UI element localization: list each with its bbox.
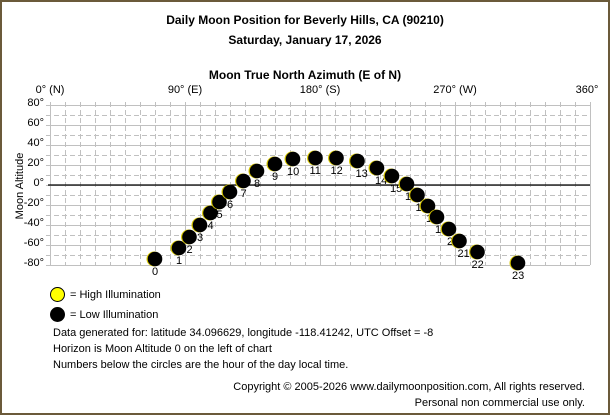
moon-position-point: 23 <box>509 255 526 282</box>
x-tick-180: 180° (S) <box>299 84 341 96</box>
moon-position-point: 13 <box>349 153 368 180</box>
moon-position-point: 0 <box>146 251 163 278</box>
x-tick-360: 360° <box>575 84 599 96</box>
moon-position-point: 12 <box>328 150 344 177</box>
note-location: Data generated for: latitude 34.096629, … <box>53 327 434 339</box>
moon-position-point: 22 <box>469 244 485 271</box>
x-tick-0: 0° (N) <box>35 84 65 96</box>
hour-label: 12 <box>331 165 343 177</box>
chart-title: Daily Moon Position for Beverly Hills, C… <box>166 13 444 27</box>
legend-high-label: = High Illumination <box>70 288 161 301</box>
y-tick-minus40: -40° <box>23 217 44 229</box>
hour-label: 9 <box>272 171 278 183</box>
legend-low-label: = Low Illumination <box>70 308 159 321</box>
legend-high: = High Illumination <box>50 287 161 302</box>
legend-low: = Low Illumination <box>50 307 158 322</box>
y-tick-minus80: -80° <box>23 257 44 269</box>
moon-position-point: 3 <box>191 217 208 244</box>
chart-date: Saturday, January 17, 2026 <box>228 33 382 47</box>
moon-position-point: 6 <box>221 184 238 211</box>
y-tick-40: 40° <box>27 137 44 149</box>
hour-label: 22 <box>472 259 484 271</box>
low-illumination-swatch-icon <box>50 307 65 322</box>
x-tick-270: 270° (W) <box>433 84 477 96</box>
hour-label: 11 <box>310 165 321 177</box>
moon-position-point: 5 <box>211 194 227 221</box>
usage-note: Personal non commercial use only. <box>414 397 585 409</box>
hour-label: 0 <box>152 266 158 278</box>
hour-label: 8 <box>254 178 260 190</box>
x-axis-title: Moon True North Azimuth (E of N) <box>208 68 402 82</box>
y-tick-60: 60° <box>27 117 44 129</box>
hour-label: 4 <box>208 220 214 232</box>
hour-label: 23 <box>512 270 524 282</box>
copyright: Copyright © 2005-2026 www.dailymoonposit… <box>233 381 585 393</box>
plot-area: 01234567891011121314151617181920212223 <box>46 102 591 282</box>
moon-position-point: 9 <box>266 156 283 183</box>
hour-label: 21 <box>458 248 470 260</box>
moon-position-point: 15 <box>383 168 402 195</box>
hour-label: 2 <box>187 244 193 256</box>
x-tick-90: 90° (E) <box>167 84 203 96</box>
moon-position-point: 10 <box>284 151 301 178</box>
hour-label: 10 <box>287 166 299 178</box>
moon-position-point: 8 <box>248 163 265 190</box>
hour-label: 1 <box>176 255 182 267</box>
hour-label: 13 <box>356 168 368 180</box>
note-hours: Numbers below the circles are the hour o… <box>53 359 349 371</box>
moon-position-point: 4 <box>202 205 218 232</box>
grid <box>46 102 591 266</box>
hour-label: 6 <box>227 199 233 211</box>
hour-label: 5 <box>217 209 223 221</box>
high-illumination-swatch-icon <box>50 287 65 302</box>
moon-points: 01234567891011121314151617181920212223 <box>146 150 526 282</box>
y-tick-0: 0° <box>33 177 44 189</box>
y-tick-minus60: -60° <box>23 237 44 249</box>
hour-label: 3 <box>197 232 203 244</box>
moon-position-point: 2 <box>181 229 197 256</box>
moon-position-point: 11 <box>307 150 323 177</box>
y-tick-20: 20° <box>27 157 44 169</box>
moon-position-point: 1 <box>170 240 187 267</box>
moon-position-point: 21 <box>451 233 470 260</box>
y-tick-minus20: -20° <box>23 197 44 209</box>
note-horizon: Horizon is Moon Altitude 0 on the left o… <box>53 343 272 355</box>
hour-label: 7 <box>241 188 247 200</box>
moon-position-point: 7 <box>235 173 251 200</box>
y-tick-80: 80° <box>27 97 44 109</box>
